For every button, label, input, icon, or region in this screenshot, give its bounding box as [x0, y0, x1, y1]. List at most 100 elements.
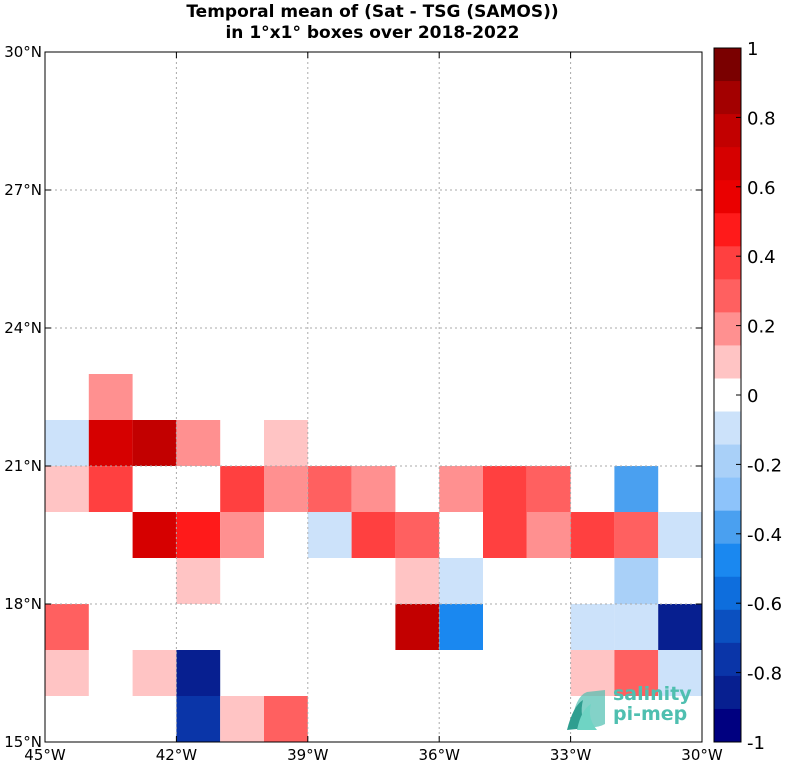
data-cell: [658, 650, 702, 696]
map-title-line-1: Temporal mean of (Sat - TSG (SAMOS)): [186, 2, 559, 22]
colorbar-segment: [714, 576, 741, 611]
data-cell: [176, 696, 221, 742]
y-tick-label: 15°N: [4, 733, 42, 751]
data-cell: [88, 420, 133, 466]
wave-logo-icon: [567, 690, 605, 730]
data-cell: [395, 512, 440, 558]
colorbar-segment: [714, 609, 741, 644]
data-cell: [176, 512, 221, 558]
data-cell: [351, 466, 396, 512]
colorbar-tick-label: 0.4: [747, 247, 776, 268]
data-cell: [570, 512, 615, 558]
colorbar-segment: [714, 675, 741, 710]
data-cell: [176, 650, 221, 696]
data-cell: [220, 512, 264, 558]
data-cell: [526, 466, 571, 512]
data-cell: [658, 512, 702, 558]
colorbar-segment: [714, 246, 741, 280]
data-cell: [264, 466, 308, 512]
x-tick-label: 42°W: [156, 746, 198, 763]
data-cell: [614, 512, 659, 558]
data-cell: [570, 604, 615, 650]
colorbar-segment: [714, 642, 741, 677]
colorbar-tick-label: 0.6: [747, 178, 776, 199]
map-title-line-2: in 1°x1° boxes over 2018-2022: [225, 23, 520, 43]
data-cell: [176, 558, 221, 604]
data-cell: [526, 512, 571, 558]
colorbar-segment: [714, 213, 741, 247]
y-tick-label: 30°N: [4, 43, 42, 61]
data-cell: [264, 420, 308, 466]
colorbar-segment: [714, 543, 741, 578]
colorbar-segment: [714, 477, 741, 512]
data-cell: [395, 604, 440, 650]
colorbar-segment: [714, 510, 741, 545]
colorbar: 1 0.8 0.6 0.4 0.2 0 -0.2 -0.4 -0.6 -0.8 -1: [713, 39, 782, 754]
data-cell: [658, 604, 702, 650]
x-tick-label: 45°W: [24, 746, 66, 763]
data-cell: [307, 512, 352, 558]
colorbar-segment: [714, 312, 741, 346]
data-cell: [307, 466, 352, 512]
y-tick-label: 27°N: [4, 181, 42, 199]
data-cell: [45, 650, 89, 696]
data-cell: [351, 512, 396, 558]
map-frame: [44, 51, 703, 743]
data-cell: [570, 650, 615, 696]
data-cell: [264, 696, 308, 742]
data-cell: [45, 466, 89, 512]
y-axis: 15°N 18°N 21°N 24°N 27°N 30°N: [4, 43, 702, 751]
data-cell: [439, 558, 483, 604]
data-cell: [439, 604, 483, 650]
data-cell: [132, 512, 177, 558]
x-tick-label: 30°W: [681, 746, 723, 763]
data-cell: [483, 466, 527, 512]
colorbar-tick-label: -0.6: [747, 594, 782, 615]
colorbar-tick-label: 1: [747, 39, 758, 60]
data-cell: [220, 696, 264, 742]
y-tick-label: 21°N: [4, 457, 42, 475]
colorbar-segment: [714, 147, 741, 181]
data-cell: [88, 374, 133, 420]
x-axis: 45°W 42°W 39°W 36°W 33°W 30°W: [24, 52, 723, 763]
data-cell: [614, 558, 659, 604]
data-cell: [439, 466, 483, 512]
logo-line-1: salinity: [613, 683, 692, 705]
colorbar-tick-label: -0.4: [747, 525, 782, 546]
data-cell: [614, 604, 659, 650]
data-cell: [45, 420, 89, 466]
data-cells-layer: [45, 374, 702, 742]
x-tick-label: 36°W: [418, 746, 460, 763]
colorbar-segment: [714, 48, 741, 82]
colorbar-segment: [714, 444, 741, 479]
data-cell: [176, 420, 221, 466]
y-tick-label: 18°N: [4, 595, 42, 613]
colorbar-segment: [714, 114, 741, 148]
logo-line-2: pi-mep: [613, 703, 688, 725]
colorbar-segment: [714, 708, 741, 743]
colorbar-tick-label: 0.8: [747, 108, 776, 129]
data-cell: [132, 420, 177, 466]
colorbar-tick-label: -0.8: [747, 664, 782, 685]
colorbar-segment: [714, 345, 741, 379]
y-tick-label: 24°N: [4, 319, 42, 337]
colorbar-segment: [714, 279, 741, 313]
colorbar-tick-label: -1: [747, 733, 765, 754]
x-tick-label: 33°W: [550, 746, 592, 763]
colorbar-tick-label: -0.2: [747, 455, 782, 476]
data-cell: [614, 466, 659, 512]
data-cell: [88, 466, 133, 512]
colorbar-segment: [714, 180, 741, 214]
colorbar-segment: [714, 81, 741, 115]
data-cell: [483, 512, 527, 558]
data-cell: [614, 650, 659, 696]
data-cell: [45, 604, 89, 650]
data-cell: [132, 650, 177, 696]
x-tick-label: 39°W: [287, 746, 329, 763]
data-cell: [395, 558, 440, 604]
colorbar-tick-label: 0: [747, 386, 758, 407]
colorbar-tick-label: 0.2: [747, 317, 776, 338]
data-cell: [220, 466, 264, 512]
salinity-pi-mep-logo: salinity pi-mep: [565, 682, 695, 732]
